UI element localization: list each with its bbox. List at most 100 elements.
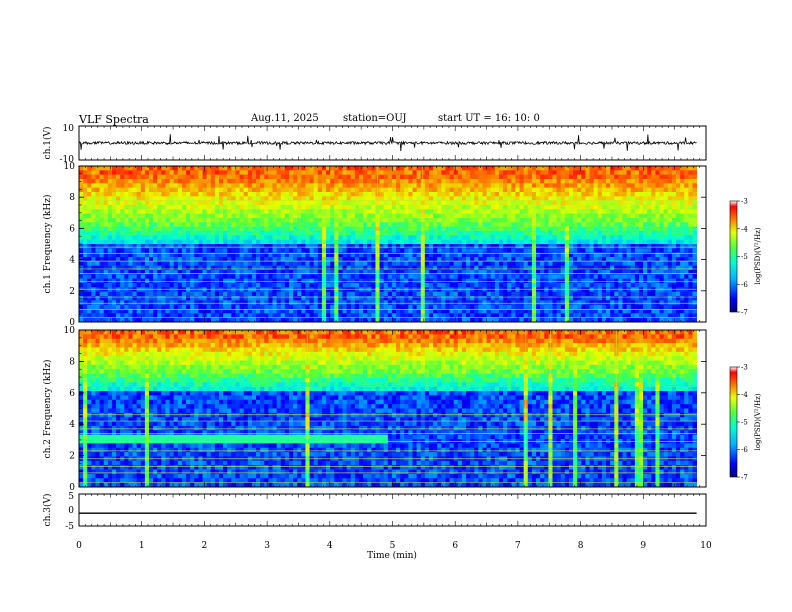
spectrogram-cell	[173, 196, 179, 202]
spectrogram-cell	[680, 244, 685, 249]
spectrogram-cell	[124, 192, 129, 197]
spectrogram-cell	[667, 300, 673, 306]
spectrogram-cell	[358, 183, 364, 189]
spectrogram-cell	[503, 278, 508, 284]
spectrogram-cell	[218, 196, 224, 202]
spectrogram-cell	[264, 300, 269, 306]
spectrogram-cell	[676, 287, 681, 293]
spectrogram-cell	[581, 274, 586, 280]
spectrogram-cell	[206, 265, 212, 271]
spectrogram-cell	[264, 239, 269, 245]
spectrogram-cell	[486, 291, 492, 297]
spectrogram-cell	[206, 287, 212, 293]
spectrogram-cell	[83, 287, 88, 293]
spectrogram-cell	[655, 174, 660, 180]
spectrogram-cell	[474, 179, 479, 184]
spectrogram-cell	[433, 235, 438, 241]
spectrogram-cell	[194, 270, 199, 275]
spectrogram-cell	[433, 257, 438, 262]
spectrogram-cell	[124, 270, 129, 275]
spectrogram-cell	[157, 252, 162, 258]
spectrogram-cell	[214, 283, 220, 288]
spectrogram-cell	[552, 287, 558, 293]
spectrogram-cell	[573, 244, 578, 249]
spectrogram-cell	[177, 244, 183, 249]
spectrogram-cell	[116, 248, 121, 254]
spectrogram-cell	[396, 283, 401, 288]
spectrogram-cell	[634, 270, 640, 275]
spectrogram-cell	[103, 287, 109, 293]
spectrogram-cell	[148, 205, 154, 210]
spectrogram-cell	[342, 209, 348, 215]
spectrogram-cell	[239, 283, 245, 288]
spectrogram-cell	[474, 304, 479, 310]
spectrogram-cell	[387, 300, 393, 306]
spectrogram-cell	[350, 209, 356, 215]
spectrogram-cell	[482, 209, 488, 215]
spectrogram-cell	[441, 296, 446, 301]
spectrogram-cell	[478, 174, 483, 180]
spectrogram-cell	[313, 274, 319, 280]
spectrogram-cell	[223, 222, 228, 228]
spectrogram-cell	[663, 209, 669, 215]
spectrogram-cell	[103, 179, 109, 184]
spectrogram-cell	[260, 200, 265, 206]
spectrogram-cell	[573, 218, 578, 223]
spectrogram-cell	[400, 265, 405, 271]
spectrogram-cell	[606, 287, 611, 293]
spectrogram-cell	[111, 179, 117, 184]
spectrogram-cell	[680, 252, 685, 258]
spectrogram-cell	[214, 261, 220, 267]
spectrogram-cell	[210, 265, 216, 271]
spectrogram-cell	[466, 270, 471, 275]
spectrogram-cell	[330, 265, 335, 271]
spectrogram-cell	[103, 196, 109, 202]
spectrogram-cell	[630, 170, 636, 176]
spectrogram-cell	[346, 291, 352, 297]
spectrogram-cell	[268, 274, 273, 280]
spectrogram-cell	[268, 283, 273, 288]
spectrogram-cell	[470, 226, 475, 232]
spectrogram-cell	[408, 244, 413, 249]
spectrogram-cell	[260, 283, 265, 288]
spectrogram-cell	[91, 222, 96, 228]
spectrogram-cell	[692, 174, 697, 180]
spectrogram-cell	[581, 287, 586, 293]
spectrogram-cell	[190, 179, 195, 184]
spectrogram-cell	[428, 300, 434, 306]
spectrogram-cell	[597, 261, 603, 267]
spectrogram-cell	[111, 248, 117, 254]
spectrogram-cell	[441, 200, 446, 206]
spectrogram-cell	[272, 283, 278, 288]
spectrogram-cell	[177, 226, 183, 232]
spectrogram-cell	[391, 192, 397, 197]
spectrogram-cell	[688, 218, 693, 223]
spectrogram-cell	[503, 209, 508, 215]
spectrogram-cell	[132, 257, 138, 262]
spectrogram-cell	[103, 274, 109, 280]
spectrogram-cell	[680, 192, 685, 197]
spectrogram-cell	[358, 300, 364, 306]
spectrogram-cell	[585, 261, 590, 267]
spectrogram-cell	[428, 183, 434, 189]
spectrogram-cell	[268, 239, 273, 245]
spectrogram-cell	[206, 283, 212, 288]
spectrogram-cell	[247, 274, 253, 280]
spectrogram-cell	[618, 248, 623, 254]
spectrogram-cell	[367, 239, 372, 245]
spectrogram-cell	[651, 283, 656, 288]
spectrogram-cell	[556, 270, 562, 275]
spectrogram-cell	[338, 239, 343, 245]
spectrogram-cell	[671, 278, 677, 284]
spectrogram-cell	[474, 235, 479, 241]
spectrogram-cell	[396, 170, 401, 176]
spectrogram-cell	[239, 192, 245, 197]
spectrogram-cell	[313, 174, 319, 180]
spectrogram-cell	[511, 261, 516, 267]
spectrogram-cell	[536, 274, 541, 280]
spectrogram-cell	[638, 183, 644, 189]
spectrogram-cell	[486, 287, 492, 293]
spectrogram-cell	[272, 296, 278, 301]
spectrogram-cell	[321, 239, 327, 245]
spectrogram-cell	[326, 296, 331, 301]
